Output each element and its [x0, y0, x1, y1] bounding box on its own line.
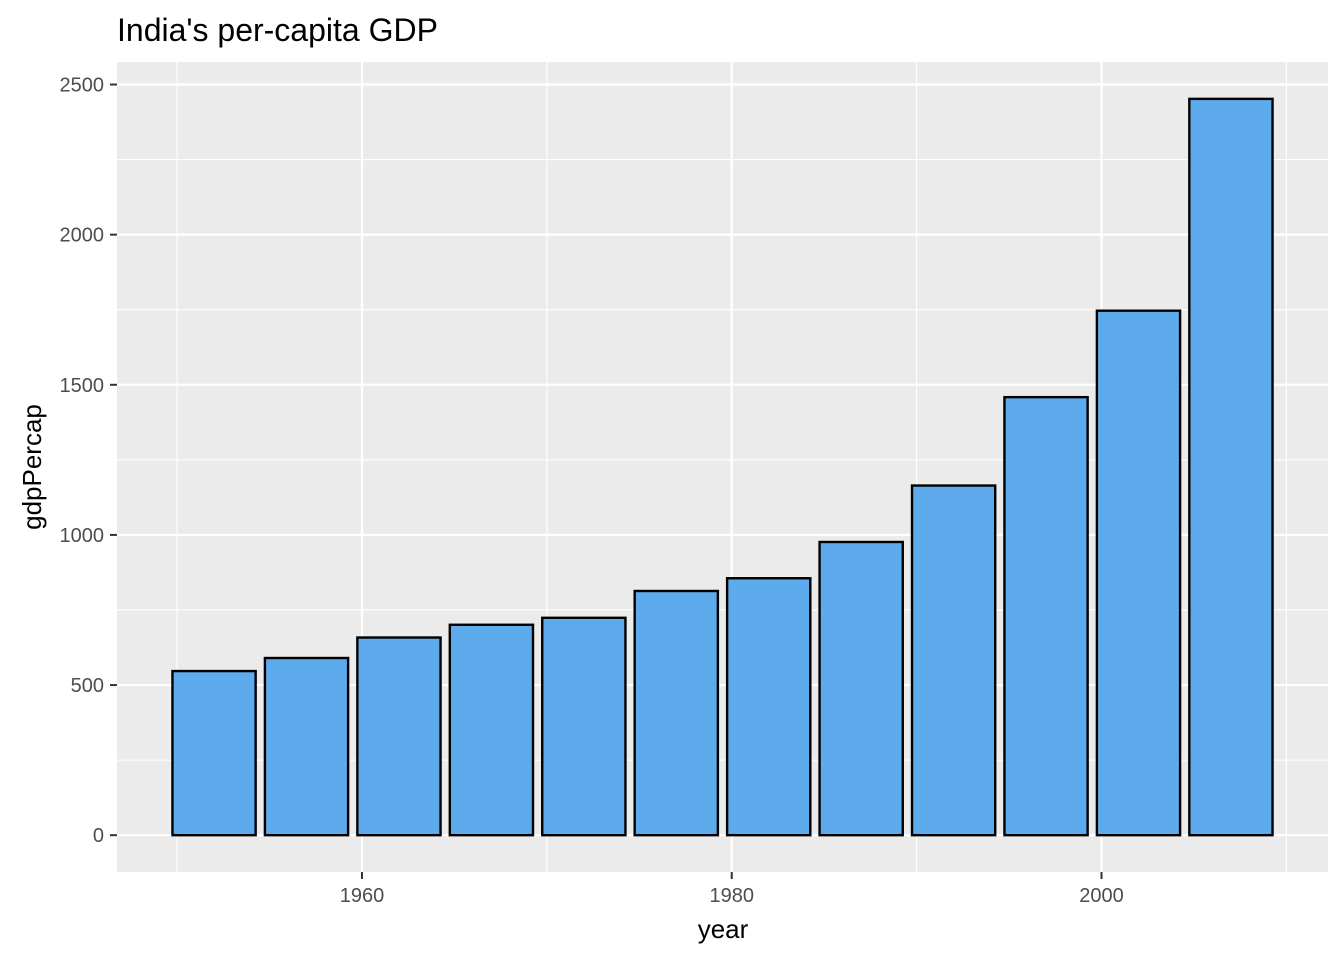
- bar: [818, 540, 904, 837]
- bar: [1003, 395, 1089, 837]
- bar: [171, 669, 257, 837]
- y-axis: 0 500 1000 1500 2000 2500: [60, 75, 117, 847]
- chart-title: India's per-capita GDP: [117, 12, 438, 48]
- y-tick-label: 1500: [60, 375, 105, 397]
- bar: [263, 656, 350, 837]
- x-axis-title: year: [698, 914, 749, 944]
- bar: [1188, 97, 1274, 837]
- bar: [448, 623, 535, 837]
- bars: [171, 97, 1274, 837]
- bar: [633, 589, 720, 837]
- y-tick-label: 0: [93, 825, 104, 847]
- bar: [1095, 309, 1182, 837]
- bar: [356, 636, 442, 837]
- bar: [910, 484, 997, 837]
- bar: [541, 616, 627, 837]
- x-tick-label: 1960: [340, 885, 385, 907]
- y-tick-label: 1000: [60, 525, 105, 547]
- bar: [725, 577, 812, 837]
- y-tick-label: 2500: [60, 75, 105, 97]
- x-tick-label: 1980: [709, 885, 754, 907]
- x-axis: 1960 1980 2000: [340, 872, 1124, 907]
- x-tick-label: 2000: [1079, 885, 1124, 907]
- y-axis-title: gdpPercap: [17, 404, 47, 530]
- y-tick-label: 500: [71, 675, 104, 697]
- y-tick-label: 2000: [60, 225, 105, 247]
